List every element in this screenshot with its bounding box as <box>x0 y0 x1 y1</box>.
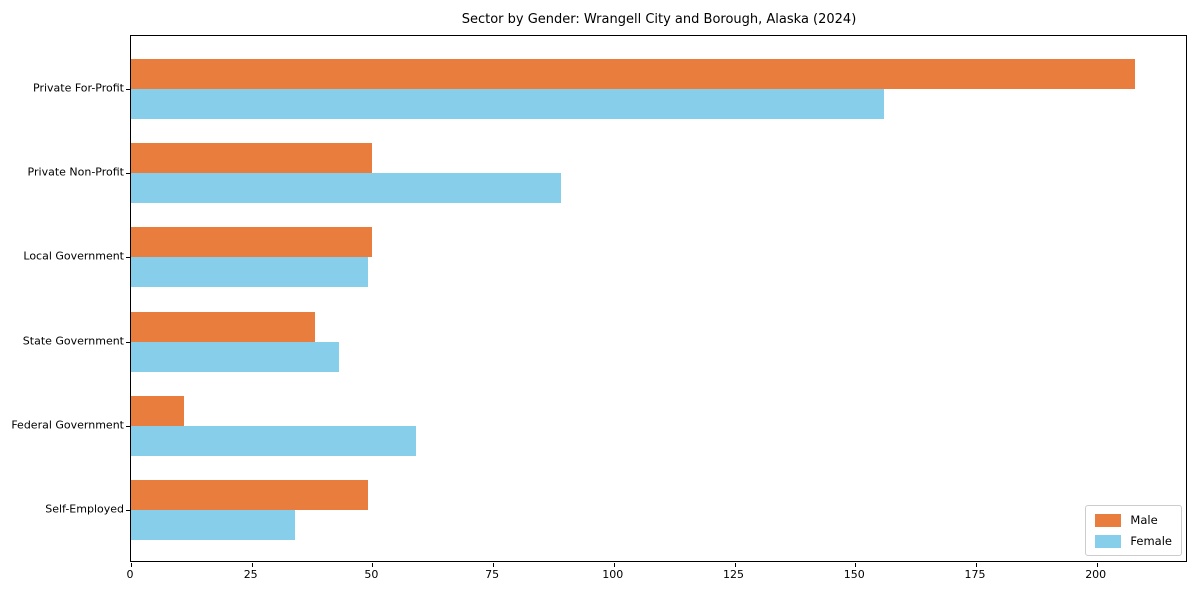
x-tick-mark <box>131 563 132 567</box>
legend-swatch-male <box>1095 513 1122 527</box>
legend-swatch-female <box>1095 534 1122 548</box>
bar-female-3 <box>131 341 339 372</box>
bar-female-2 <box>131 257 368 288</box>
y-axis-labels: Private For-Profit Private Non-Profit Loca… <box>0 35 124 562</box>
y-tick-mark <box>126 425 130 427</box>
x-tick-mark <box>1096 563 1098 567</box>
y-tick-mark <box>126 257 130 259</box>
x-tick-mark <box>251 563 253 567</box>
bar-male-1 <box>131 143 373 174</box>
bar-male-2 <box>131 227 373 258</box>
x-tick-mark <box>855 563 857 567</box>
bar-female-0 <box>131 89 885 119</box>
y-axis-label: Private Non-Profit <box>27 165 124 179</box>
bar-male-0 <box>131 59 1136 89</box>
chart-title: Sector by Gender: Wrangell City and Boro… <box>461 12 857 27</box>
y-axis-label: Self-Employed <box>45 502 124 516</box>
x-tick-mark <box>976 563 977 567</box>
y-axis-label: State Government <box>22 334 124 348</box>
x-tick-label: 75 <box>485 568 500 581</box>
x-tick-label: 200 <box>1085 568 1107 581</box>
y-tick-mark <box>126 341 130 343</box>
legend-entry-male: Male <box>1095 513 1172 527</box>
bar-female-4 <box>131 425 416 456</box>
x-tick-mark <box>493 563 495 567</box>
x-tick-label: 25 <box>243 568 258 581</box>
x-tick-mark <box>372 563 374 567</box>
x-tick-label: 150 <box>843 568 865 581</box>
y-axis-label: Private For-Profit <box>33 81 124 95</box>
y-axis-label: Federal Government <box>11 418 124 432</box>
x-axis-labels: 0 25 50 75 100 125 150 175 200 <box>126 568 1187 588</box>
x-tick-label: 100 <box>602 568 624 581</box>
y-tick-mark <box>126 173 130 175</box>
bar-male-3 <box>131 311 315 342</box>
x-tick-mark <box>734 563 736 567</box>
bar-male-4 <box>131 395 185 426</box>
x-tick-label: 125 <box>723 568 744 581</box>
legend: Male Female <box>1085 505 1182 556</box>
bar-female-1 <box>131 173 561 204</box>
x-tick-label: 0 <box>126 568 134 581</box>
y-tick-mark <box>126 510 130 511</box>
legend-label-female: Female <box>1130 534 1172 548</box>
y-tick-mark <box>126 89 130 90</box>
legend-label-male: Male <box>1130 513 1158 527</box>
bar-female-5 <box>131 510 296 540</box>
legend-entry-female: Female <box>1095 534 1172 548</box>
x-tick-label: 175 <box>964 568 986 581</box>
y-axis-label: Local Government <box>23 249 124 263</box>
plot-area: Male Female <box>126 35 1187 567</box>
x-tick-label: 50 <box>364 568 379 581</box>
bar-male-5 <box>131 480 368 510</box>
x-tick-mark <box>613 563 615 567</box>
